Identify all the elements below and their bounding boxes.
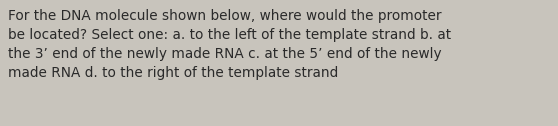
Text: For the DNA molecule shown below, where would the promoter
be located? Select on: For the DNA molecule shown below, where … [8,9,451,80]
